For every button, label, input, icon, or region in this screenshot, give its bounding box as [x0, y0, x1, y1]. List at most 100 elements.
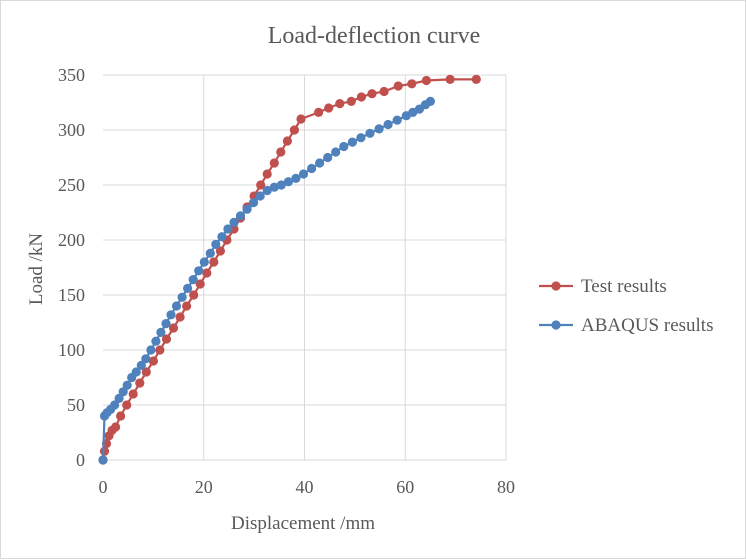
data-point: [202, 268, 212, 278]
legend: Test results ABAQUS results: [539, 276, 713, 336]
data-point: [256, 180, 266, 190]
chart-title: Load-deflection curve: [268, 23, 481, 49]
data-point: [347, 137, 357, 147]
data-point: [161, 319, 171, 329]
data-point: [141, 354, 151, 364]
data-point: [392, 115, 402, 125]
data-point: [315, 158, 325, 168]
y-tick-label: 350: [58, 65, 85, 85]
x-tick-label: 0: [99, 477, 108, 497]
data-point: [195, 279, 205, 289]
data-point: [365, 128, 375, 138]
data-point: [141, 367, 151, 377]
data-point: [146, 345, 156, 355]
y-tick-label: 150: [58, 285, 85, 305]
data-point: [425, 96, 435, 106]
data-point: [269, 182, 279, 192]
data-point: [217, 232, 227, 242]
x-tick-label: 80: [497, 477, 515, 497]
data-point: [148, 356, 158, 366]
x-tick-labels: 0 20 40 60 80: [99, 477, 516, 497]
data-point: [367, 89, 377, 99]
series-line: [101, 78, 477, 461]
data-point: [98, 455, 108, 465]
data-point: [156, 327, 166, 337]
data-point: [314, 107, 324, 117]
data-point: [407, 79, 417, 89]
data-point: [276, 147, 286, 157]
y-tick-label: 0: [76, 450, 85, 470]
y-tick-label: 300: [58, 120, 85, 140]
data-point: [177, 292, 187, 302]
data-point: [339, 141, 349, 152]
data-point: [128, 389, 138, 399]
data-point: [324, 103, 334, 113]
data-point: [269, 158, 279, 168]
legend-item: ABAQUS results: [539, 315, 713, 336]
data-point: [323, 152, 333, 163]
data-point: [114, 393, 124, 403]
x-tick-label: 60: [396, 477, 414, 497]
data-point: [276, 180, 286, 190]
legend-label: ABAQUS results: [581, 315, 713, 336]
series-abaqus-results: [98, 96, 435, 465]
data-point: [393, 81, 403, 91]
data-point: [289, 125, 299, 135]
data-point: [421, 75, 431, 86]
data-point: [307, 163, 317, 174]
data-point: [175, 312, 185, 322]
data-point: [166, 310, 176, 320]
data-point: [291, 173, 301, 183]
data-point: [182, 301, 192, 311]
legend-marker: [551, 281, 561, 291]
data-point: [110, 400, 120, 410]
data-point: [249, 198, 259, 208]
data-point: [283, 177, 293, 187]
data-point: [161, 334, 172, 344]
data-point: [335, 99, 345, 109]
data-point: [122, 400, 132, 410]
data-point: [346, 96, 356, 106]
data-point: [356, 133, 366, 143]
data-point: [199, 257, 209, 267]
legend-marker: [551, 320, 561, 330]
legend-item: Test results: [539, 276, 667, 297]
y-tick-label: 200: [58, 230, 85, 250]
y-axis-title: Load /kN: [26, 233, 47, 306]
data-point: [116, 411, 126, 421]
y-tick-label: 100: [58, 340, 85, 360]
data-point: [282, 136, 292, 146]
data-point: [379, 86, 389, 97]
data-point: [255, 191, 265, 201]
data-point: [183, 283, 193, 293]
data-point: [229, 217, 239, 227]
data-point: [151, 336, 161, 346]
data-point: [118, 387, 128, 397]
data-point: [111, 422, 121, 432]
data-point: [471, 74, 481, 84]
x-tick-label: 40: [296, 477, 314, 497]
data-point: [223, 224, 233, 234]
data-point: [242, 204, 252, 214]
data-point: [383, 119, 393, 130]
data-point: [189, 290, 199, 300]
data-point: [136, 360, 146, 370]
data-point: [135, 378, 145, 388]
x-tick-label: 20: [195, 477, 213, 497]
gridlines: [103, 74, 507, 460]
data-point: [445, 74, 455, 84]
data-point: [205, 248, 215, 258]
data-point: [171, 301, 182, 311]
legend-label: Test results: [581, 276, 667, 297]
data-point: [209, 257, 219, 267]
y-tick-label: 250: [58, 175, 85, 195]
data-series: [98, 74, 481, 465]
data-point: [235, 211, 246, 221]
data-point: [194, 266, 204, 276]
data-point: [331, 147, 341, 157]
series-line: [101, 100, 432, 461]
series-test-results: [98, 74, 481, 465]
y-tick-labels: 0 50 100 150 200 250 300 350: [58, 65, 85, 470]
x-axis-title: Displacement /mm: [231, 513, 375, 534]
